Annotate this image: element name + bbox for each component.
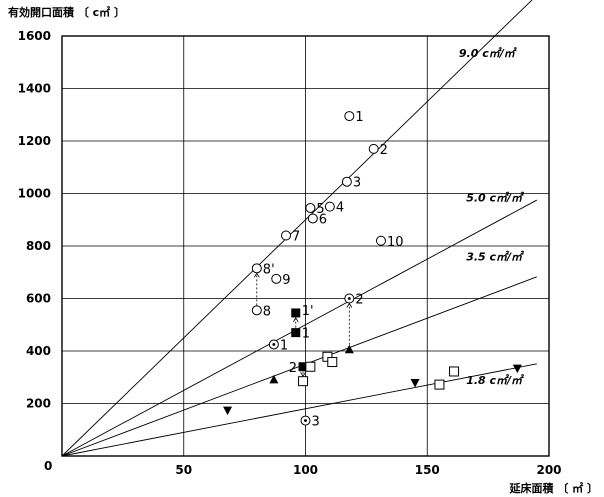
x-axis-title: 延床面積 〔 ㎡ 〕 — [509, 481, 599, 495]
reference-lines: 9.0 c㎡/㎡ 5.0 c㎡/㎡ 3.5 c㎡/㎡ 1.8 c㎡/㎡ — [61, 0, 538, 457]
point-label: 1 — [280, 338, 288, 353]
circle-marker — [251, 263, 262, 274]
point-label: 3 — [312, 415, 320, 430]
y-tick-label: 1600 — [18, 29, 51, 43]
point-label: 10 — [387, 235, 404, 250]
open-square-marker — [298, 376, 309, 387]
reference-line-label: 9.0 c㎡/㎡ — [459, 47, 518, 60]
x-tick-label: 150 — [415, 463, 440, 477]
connector-arrowhead — [253, 272, 260, 278]
triangle-down-marker — [512, 364, 522, 374]
point-label: 4 — [336, 201, 344, 216]
reference-line-label: 1.8 c㎡/㎡ — [466, 374, 525, 387]
point-label: 2 — [289, 361, 297, 376]
y-tick-label: 1000 — [18, 187, 51, 201]
reference-line — [61, 0, 533, 457]
circle-marker — [307, 213, 318, 224]
grid — [62, 36, 549, 456]
circle-marker — [305, 202, 316, 213]
connector-arrowhead — [292, 317, 299, 323]
point-label: 1' — [302, 304, 314, 319]
origin-label: 0 — [44, 459, 52, 473]
open-square-marker — [434, 379, 445, 390]
reference-line — [61, 199, 538, 457]
reference-line-label: 5.0 c㎡/㎡ — [466, 191, 525, 204]
triangle-up-marker — [344, 344, 354, 354]
point-label: 3 — [353, 176, 361, 191]
x-tick-label: 100 — [293, 463, 318, 477]
point-label: 1 — [355, 110, 363, 125]
reference-line-label: 3.5 c㎡/㎡ — [466, 250, 525, 263]
point-label: 8' — [263, 262, 275, 277]
point-label: 6 — [319, 212, 327, 227]
point-label: 2 — [380, 143, 388, 158]
triangle-down-marker — [223, 406, 233, 416]
x-tick-label: 200 — [536, 463, 561, 477]
circle-marker — [281, 230, 292, 241]
point-label: 8 — [263, 304, 271, 319]
circle-dot-center — [304, 419, 307, 422]
open-square-marker — [305, 361, 316, 372]
circle-marker — [341, 176, 352, 187]
filled-square-marker — [291, 308, 301, 318]
y-tick-label: 200 — [26, 397, 51, 411]
y-tick-label: 800 — [26, 239, 51, 253]
triangle-up-marker — [269, 374, 279, 384]
y-tick-label: 600 — [26, 292, 51, 306]
open-square-marker — [327, 357, 338, 368]
y-tick-label: 1400 — [18, 82, 51, 96]
x-tick-label: 50 — [175, 463, 192, 477]
filled-square-marker — [298, 362, 308, 372]
filled-square-marker — [291, 328, 301, 338]
point-label: 7 — [292, 230, 300, 245]
circle-marker — [251, 305, 262, 316]
circle-marker — [324, 201, 335, 212]
y-tick-label: 1200 — [18, 134, 51, 148]
reference-line — [61, 363, 537, 457]
y-axis-title: 有効開口面積 〔 c㎡ 〕 — [8, 5, 125, 19]
circle-marker — [271, 273, 282, 284]
point-label: 2 — [355, 293, 363, 308]
circle-dot-center — [272, 343, 276, 346]
open-square-marker — [449, 366, 460, 377]
circle-marker — [375, 235, 386, 246]
circle-marker — [368, 143, 379, 154]
point-label: 1 — [302, 327, 310, 342]
point-label: 9 — [282, 273, 290, 288]
circle-dot-center — [347, 297, 351, 300]
point-label: 5 — [316, 202, 324, 217]
triangle-down-marker — [410, 379, 420, 388]
circle-marker — [344, 111, 355, 122]
y-tick-label: 400 — [26, 344, 51, 358]
